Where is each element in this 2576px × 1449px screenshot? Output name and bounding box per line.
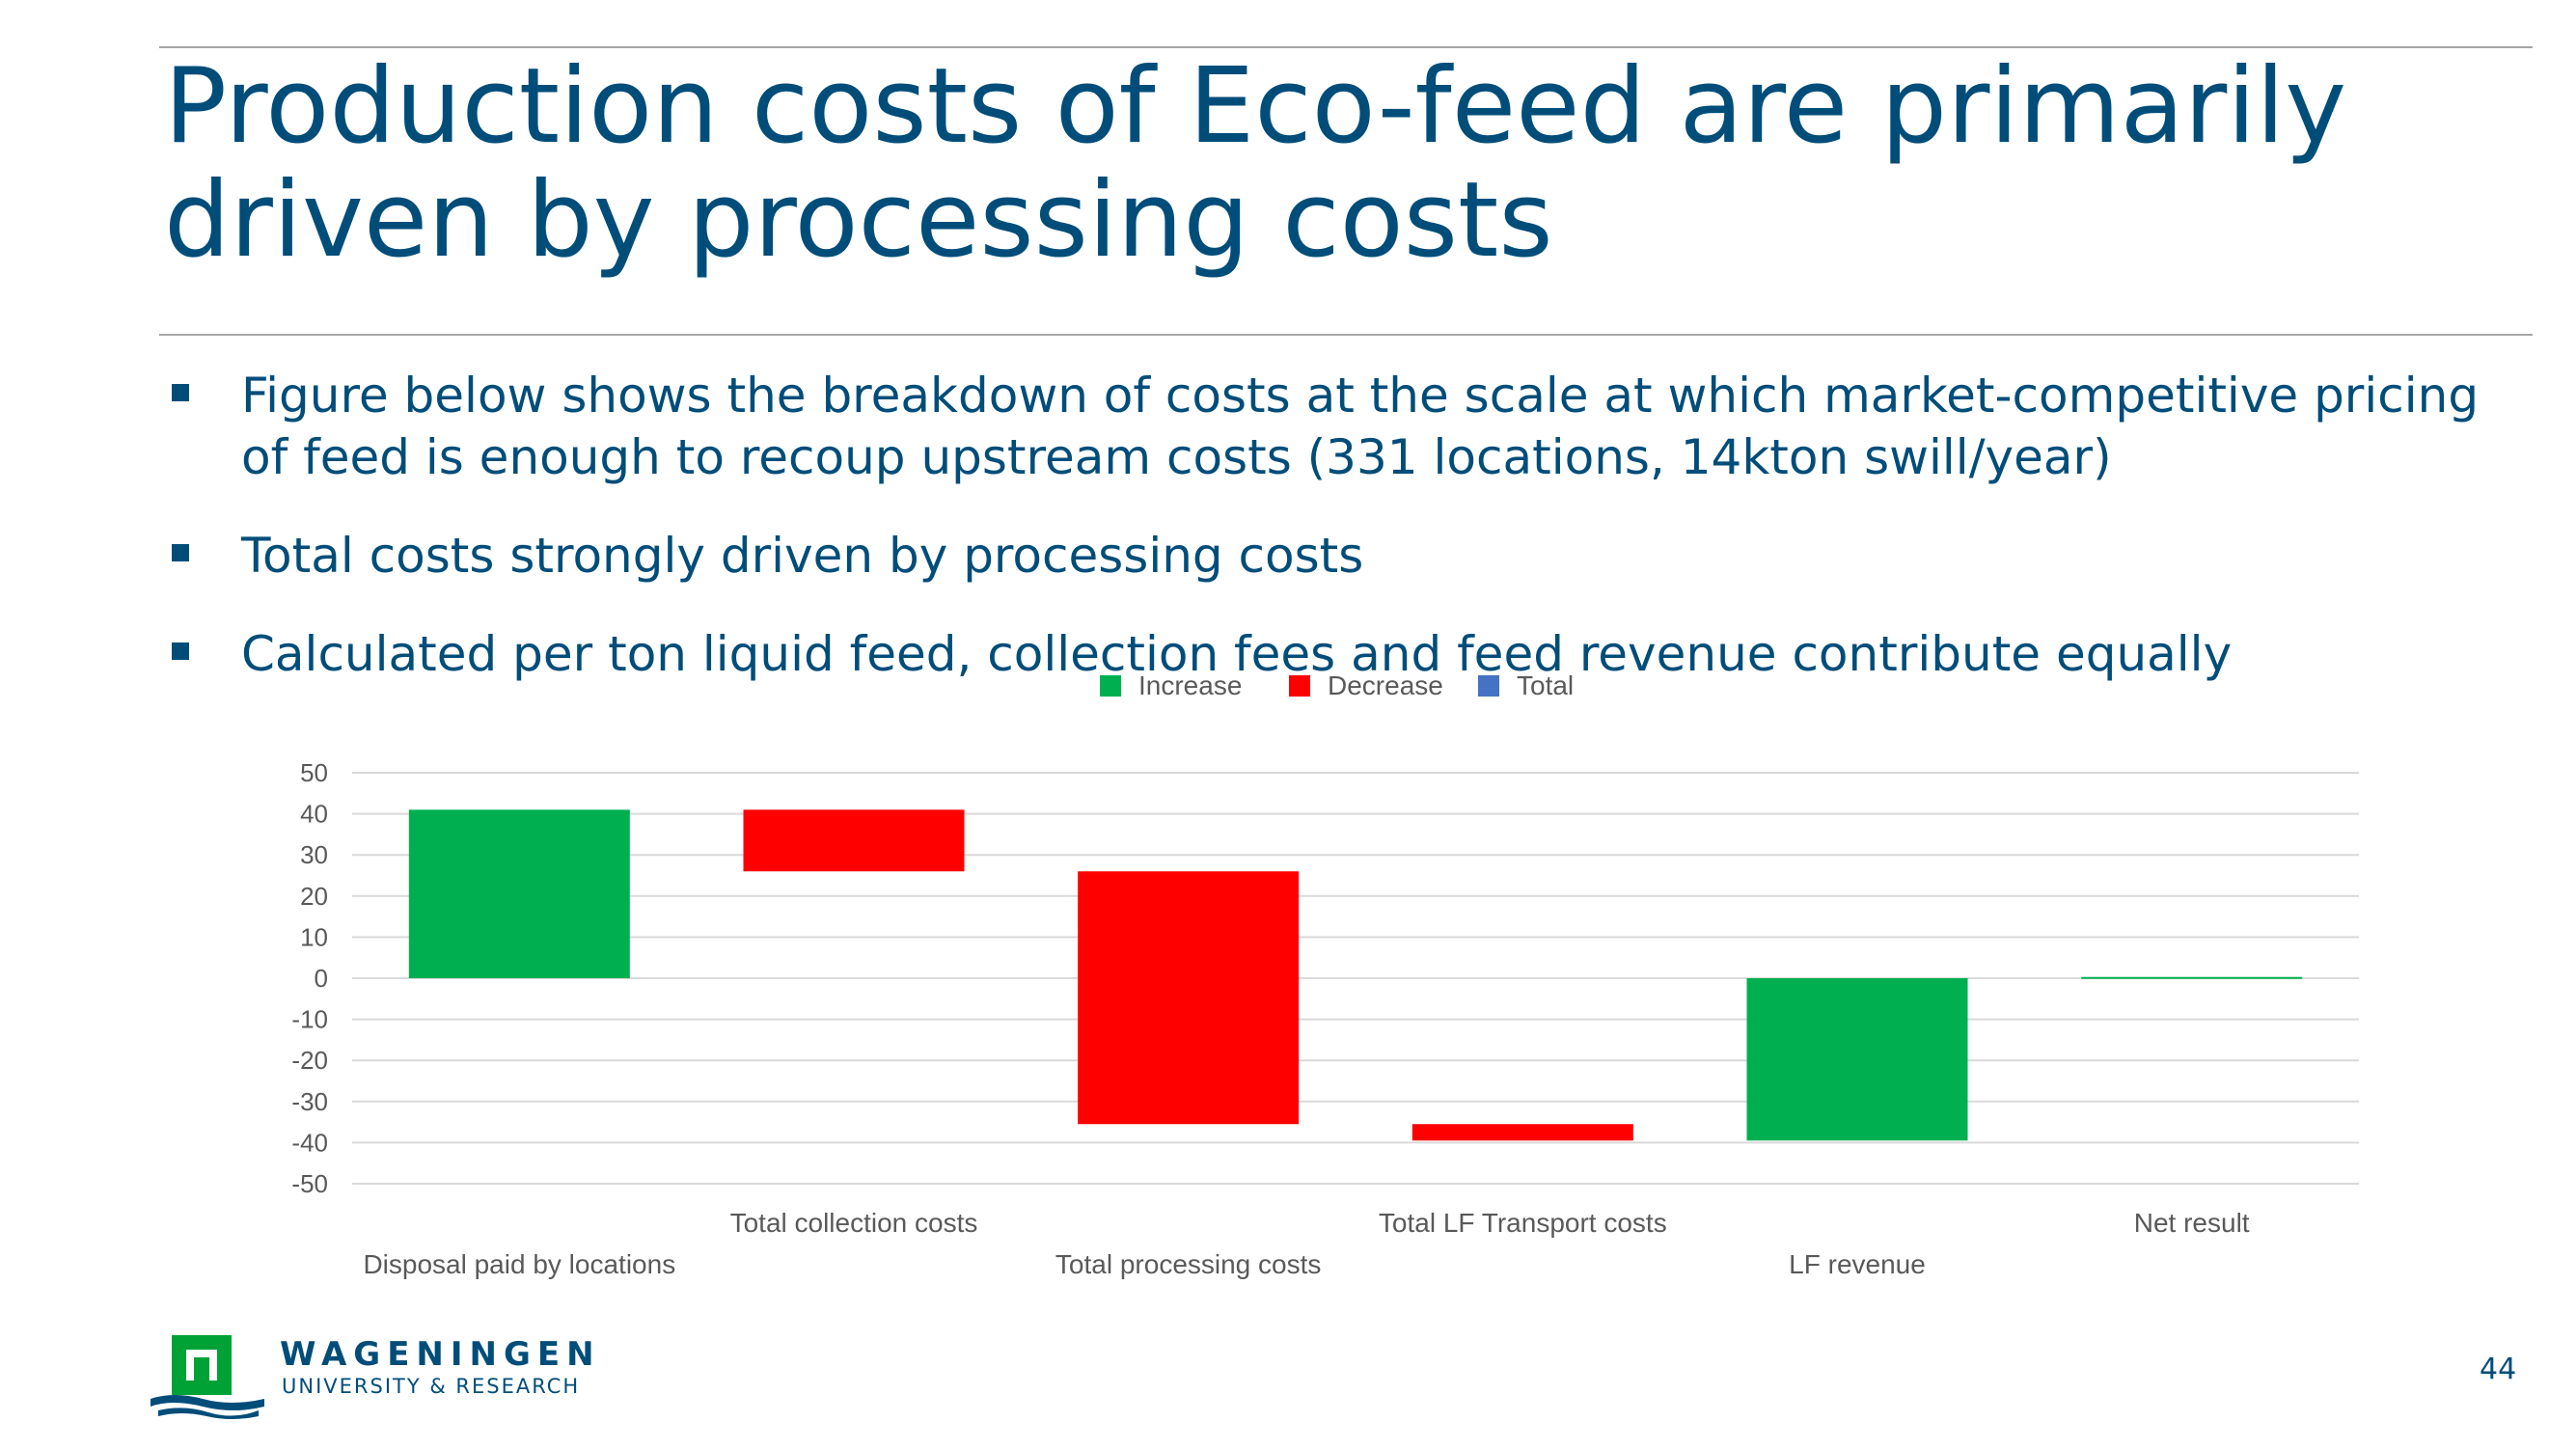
x-tick-label: Total LF Transport costs — [1379, 1208, 1667, 1238]
bullet-text: Total costs strongly driven by processin… — [241, 528, 1364, 584]
waterfall-chart: Increase Decrease Total 50 40 30 20 10 0 -10 -20 -… — [291, 675, 2359, 1279]
legend-label: Decrease — [1328, 675, 1443, 700]
y-tick-label: 20 — [300, 882, 328, 911]
logo-subtitle: UNIVERSITY & RESEARCH — [282, 1375, 581, 1398]
wageningen-logo-icon — [151, 1335, 264, 1419]
logo-wordmark: WAGENINGEN — [280, 1335, 601, 1374]
x-tick-label: LF revenue — [1789, 1249, 1926, 1279]
chart-legend: Increase Decrease Total — [1100, 675, 1574, 700]
y-tick-label: -20 — [291, 1046, 328, 1075]
x-tick-label: Disposal paid by locations — [363, 1249, 675, 1279]
bullet-square-icon — [172, 642, 189, 660]
x-tick-label: Net result — [2134, 1208, 2250, 1238]
bullet-text: Calculated per ton liquid feed, collecti… — [241, 626, 2233, 682]
bullet-item: Total costs strongly driven by processin… — [172, 525, 2526, 587]
y-axis: 50 40 30 20 10 0 -10 -20 -30 -40 -50 — [291, 758, 328, 1198]
y-tick-label: 30 — [300, 840, 328, 869]
bullet-square-icon — [172, 384, 189, 401]
legend-swatch — [1478, 675, 1499, 697]
x-axis: Disposal paid by locations Total collecti… — [363, 1208, 2249, 1279]
waterfall-bar — [2081, 976, 2303, 979]
waterfall-bar — [408, 809, 630, 978]
legend-label: Increase — [1138, 675, 1242, 700]
x-tick-label: Total processing costs — [1055, 1249, 1321, 1279]
slide-title: Production costs of Eco-feed are primari… — [164, 46, 2347, 281]
waterfall-bar — [1078, 871, 1300, 1125]
legend-swatch — [1289, 675, 1310, 697]
page-number: 44 — [2480, 1353, 2517, 1386]
y-tick-label: -40 — [291, 1128, 328, 1157]
y-tick-label: 50 — [300, 758, 328, 787]
bullet-text: Figure below shows the breakdown of cost… — [241, 368, 2480, 485]
y-tick-label: 10 — [300, 922, 328, 951]
title-divider — [159, 334, 2533, 336]
bullet-item: Calculated per ton liquid feed, collecti… — [172, 623, 2526, 685]
bullet-square-icon — [172, 544, 189, 561]
waterfall-bar — [743, 809, 965, 872]
waterfall-bar — [1411, 1124, 1633, 1141]
top-divider — [159, 46, 2533, 48]
chart-gridlines — [352, 772, 2359, 1185]
waterfall-bar — [1746, 978, 1968, 1141]
y-tick-label: -10 — [291, 1005, 328, 1034]
y-tick-label: -50 — [291, 1169, 328, 1198]
chart-bars — [408, 809, 2303, 1141]
bullet-item: Figure below shows the breakdown of cost… — [172, 365, 2526, 488]
legend-label: Total — [1517, 675, 1574, 700]
y-tick-label: 40 — [300, 800, 328, 829]
bullet-list: Figure below shows the breakdown of cost… — [172, 365, 2526, 722]
x-tick-label: Total collection costs — [730, 1208, 978, 1238]
legend-swatch — [1100, 675, 1121, 697]
y-tick-label: -30 — [291, 1087, 328, 1116]
y-tick-label: 0 — [315, 964, 328, 993]
